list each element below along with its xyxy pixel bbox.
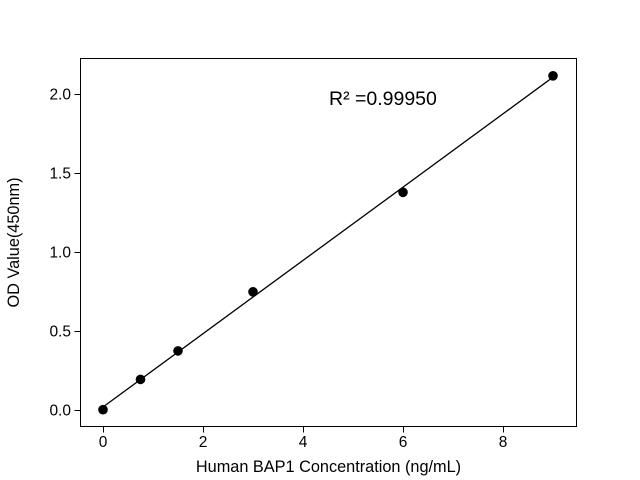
svg-text:8: 8 (499, 434, 508, 451)
svg-text:2: 2 (199, 434, 208, 451)
svg-text:OD Value(450nm): OD Value(450nm) (5, 177, 23, 307)
svg-text:4: 4 (299, 434, 308, 451)
svg-text:2.0: 2.0 (49, 87, 71, 104)
svg-text:1.5: 1.5 (49, 166, 71, 183)
svg-text:R² =0.99950: R² =0.99950 (329, 88, 437, 110)
svg-text:0.0: 0.0 (49, 403, 71, 420)
svg-text:Human BAP1 Concentration (ng/m: Human BAP1 Concentration (ng/mL) (196, 458, 461, 476)
svg-text:0.5: 0.5 (49, 324, 71, 341)
svg-text:1.0: 1.0 (49, 245, 71, 262)
svg-text:6: 6 (399, 434, 408, 451)
svg-text:0: 0 (99, 434, 108, 451)
